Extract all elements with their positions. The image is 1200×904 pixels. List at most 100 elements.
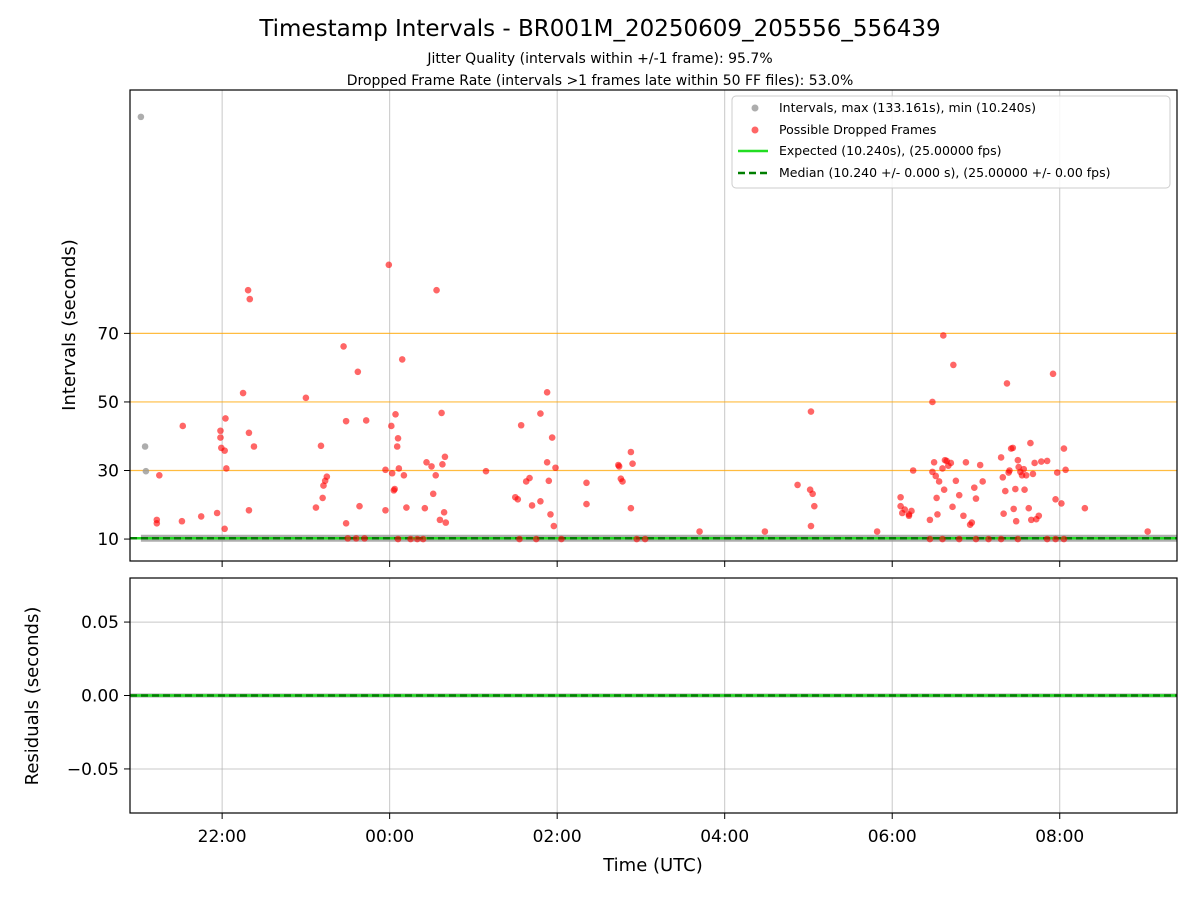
dropped-frame-point [382,506,389,514]
dropped-frame-point [949,503,956,511]
dropped-frame-point [407,535,414,543]
legend-dropped-marker [751,126,759,134]
dropped-frame-point [940,332,947,339]
dropped-frame-point [543,389,551,396]
interval-point [141,443,149,450]
dropped-frame-point [1035,512,1043,520]
intervals-y-ticks: 10 30 50 70 [97,324,130,550]
dropped-frame-point [1025,504,1033,512]
dropped-frame-point [997,454,1005,461]
dropped-frame-point [385,261,393,269]
dropped-frame-point [246,295,254,303]
dropped-frame-point [179,422,187,430]
dropped-frame-point [433,286,440,294]
dropped-frame-point [429,490,437,498]
dropped-frame-point [388,469,396,477]
dropped-frame-point [1000,510,1007,517]
dropped-frame-point [1031,459,1038,467]
dropped-frame-point [811,502,818,510]
dropped-frame-point [932,472,940,480]
dropped-frame-point [1006,467,1013,474]
dropped-frame-point [615,463,623,470]
interval-point [142,467,150,475]
dropped-frame-point [947,459,955,467]
dropped-frame-point [901,506,909,513]
intervals-y-tick-label: 10 [97,530,119,550]
residuals-y-tick-label: 0.00 [81,687,119,707]
dropped-frame-point [1010,505,1017,513]
dropped-frame-point [244,286,252,294]
dropped-frame-point [908,507,915,515]
dropped-frame-point [382,466,389,474]
dropped-frame-point [1053,469,1061,476]
intervals-grid [130,90,1177,561]
dropped-frame-point [319,494,326,502]
dropped-frame-point [1012,517,1020,525]
dropped-frame-point [627,448,635,456]
dropped-frame-point [976,461,984,469]
legend-intervals-marker [751,104,759,112]
dropped-frame-point [340,343,347,350]
dropped-frame-point [968,519,976,526]
legend-median-label: Median (10.240 +/- 0.000 s), (25.00000 +… [779,165,1110,180]
dropped-frame-point [217,427,224,435]
dropped-frame-point [696,528,703,535]
dropped-frame-point [394,434,402,442]
dropped-frame-point [1043,457,1051,465]
dropped-frame-point [761,528,769,535]
chart-title: Timestamp Intervals - BR001M_20250609_20… [258,16,940,42]
dropped-frame-point [482,467,490,475]
dropped-frame-point [972,535,980,543]
dropped-frame-point [940,486,948,493]
dropped-frame-point [1009,444,1017,452]
dropped-frame-point [545,477,553,485]
dropped-frame-point [971,484,978,491]
dropped-frame-point [1058,500,1065,507]
legend: Intervals, max (133.161s), min (10.240s)… [731,95,1171,189]
dropped-frame-point [1144,528,1151,535]
dropped-frame-point [999,474,1007,481]
dropped-frame-point [421,504,429,512]
dropped-frame-point [438,409,445,417]
intervals-plot-frame [129,89,1178,562]
residuals-x-ticks: 22:00 00:00 02:00 04:00 06:00 08:00 [198,813,1084,847]
dropped-frame-point [356,502,363,510]
dropped-frame-point [939,535,946,543]
dropped-frame-point [391,485,398,493]
dropped-frame-point [354,368,362,376]
dropped-frame-point [400,472,408,479]
dropped-frame-point [537,498,544,505]
dropped-frame-point [926,516,934,524]
dropped-frame-point [439,461,446,468]
dropped-frame-point [213,509,221,517]
dropped-frame-point [342,519,350,527]
dropped-frame-point [413,535,421,543]
dropped-frame-point [1062,466,1069,474]
dropped-frame-point [550,522,558,530]
x-axis-label: Time (UTC) [602,855,703,876]
dropped-frame-point [403,504,410,511]
legend-expected-label: Expected (10.240s), (25.00000 fps) [779,143,1001,158]
dropped-frame-point [222,415,229,422]
residuals-y-axis-label: Residuals (seconds) [22,607,43,786]
dropped-frame-point [153,519,161,527]
dropped-frame-point [934,511,941,518]
intervals-points [137,113,1151,543]
dropped-frame-point [221,447,228,454]
dropped-frame-point [558,535,565,543]
dropped-frame-point [1052,495,1059,503]
dropped-frame-point [962,458,970,466]
dropped-frame-point [537,410,544,417]
dropped-frame-point [432,472,440,479]
dropped-frame-point [794,481,801,489]
dropped-frame-point [250,443,258,450]
dropped-frame-point [394,535,402,543]
dropped-frame-point [323,473,331,480]
dropped-frame-point [641,535,649,543]
legend-intervals-label: Intervals, max (133.161s), min (10.240s) [779,100,1036,115]
dropped-frame-point [517,421,525,429]
dropped-frame-point [809,490,816,498]
dropped-frame-point [1027,439,1034,447]
dropped-frame-point [514,495,522,503]
